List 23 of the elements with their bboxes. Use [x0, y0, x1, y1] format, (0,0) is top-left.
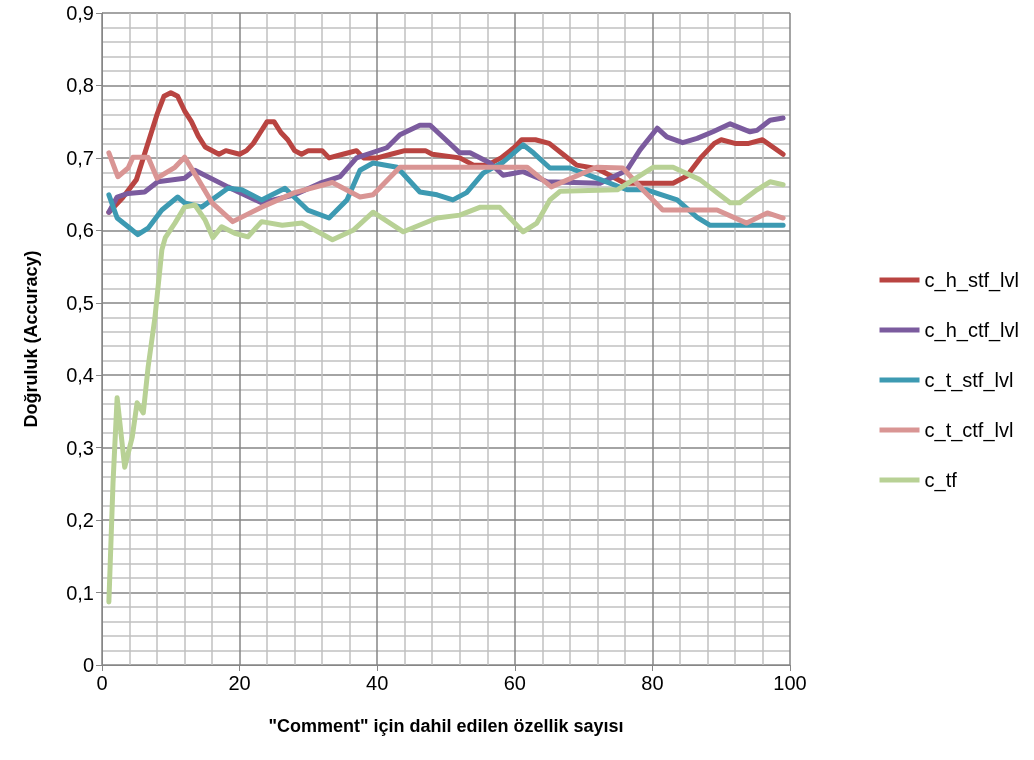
x-tick-label: 100 — [773, 672, 807, 694]
y-tick-label: 0,1 — [66, 581, 94, 604]
y-tick-label: 0,7 — [66, 146, 94, 169]
y-tick-label: 0,4 — [66, 364, 94, 387]
y-tick-label: 0,6 — [66, 219, 94, 242]
legend-label: c_h_stf_lvl — [924, 269, 1020, 292]
y-tick-label: 0,8 — [66, 74, 94, 97]
y-tick-label: 0 — [82, 654, 94, 676]
y-tick-label: 0,9 — [66, 2, 94, 24]
y-axis-title: Doğruluk (Accuracy) — [21, 250, 41, 428]
legend-label: c_tf — [924, 469, 958, 492]
x-axis-title: "Comment" için dahil edilen özellik sayısı — [268, 716, 624, 736]
legend-label: c_t_ctf_lvl — [924, 419, 1014, 442]
x-tick-label: 40 — [366, 672, 389, 694]
x-tick-label: 20 — [228, 672, 251, 694]
y-tick-label: 0,5 — [66, 291, 94, 314]
legend-label: c_h_ctf_lvl — [924, 319, 1020, 342]
x-tick-label: 0 — [96, 672, 108, 694]
x-tick-label: 80 — [641, 672, 664, 694]
y-tick-label: 0,3 — [66, 436, 94, 459]
x-tick-label: 60 — [503, 672, 526, 694]
y-tick-label: 0,2 — [66, 509, 94, 532]
legend-label: c_t_stf_lvl — [924, 369, 1014, 392]
